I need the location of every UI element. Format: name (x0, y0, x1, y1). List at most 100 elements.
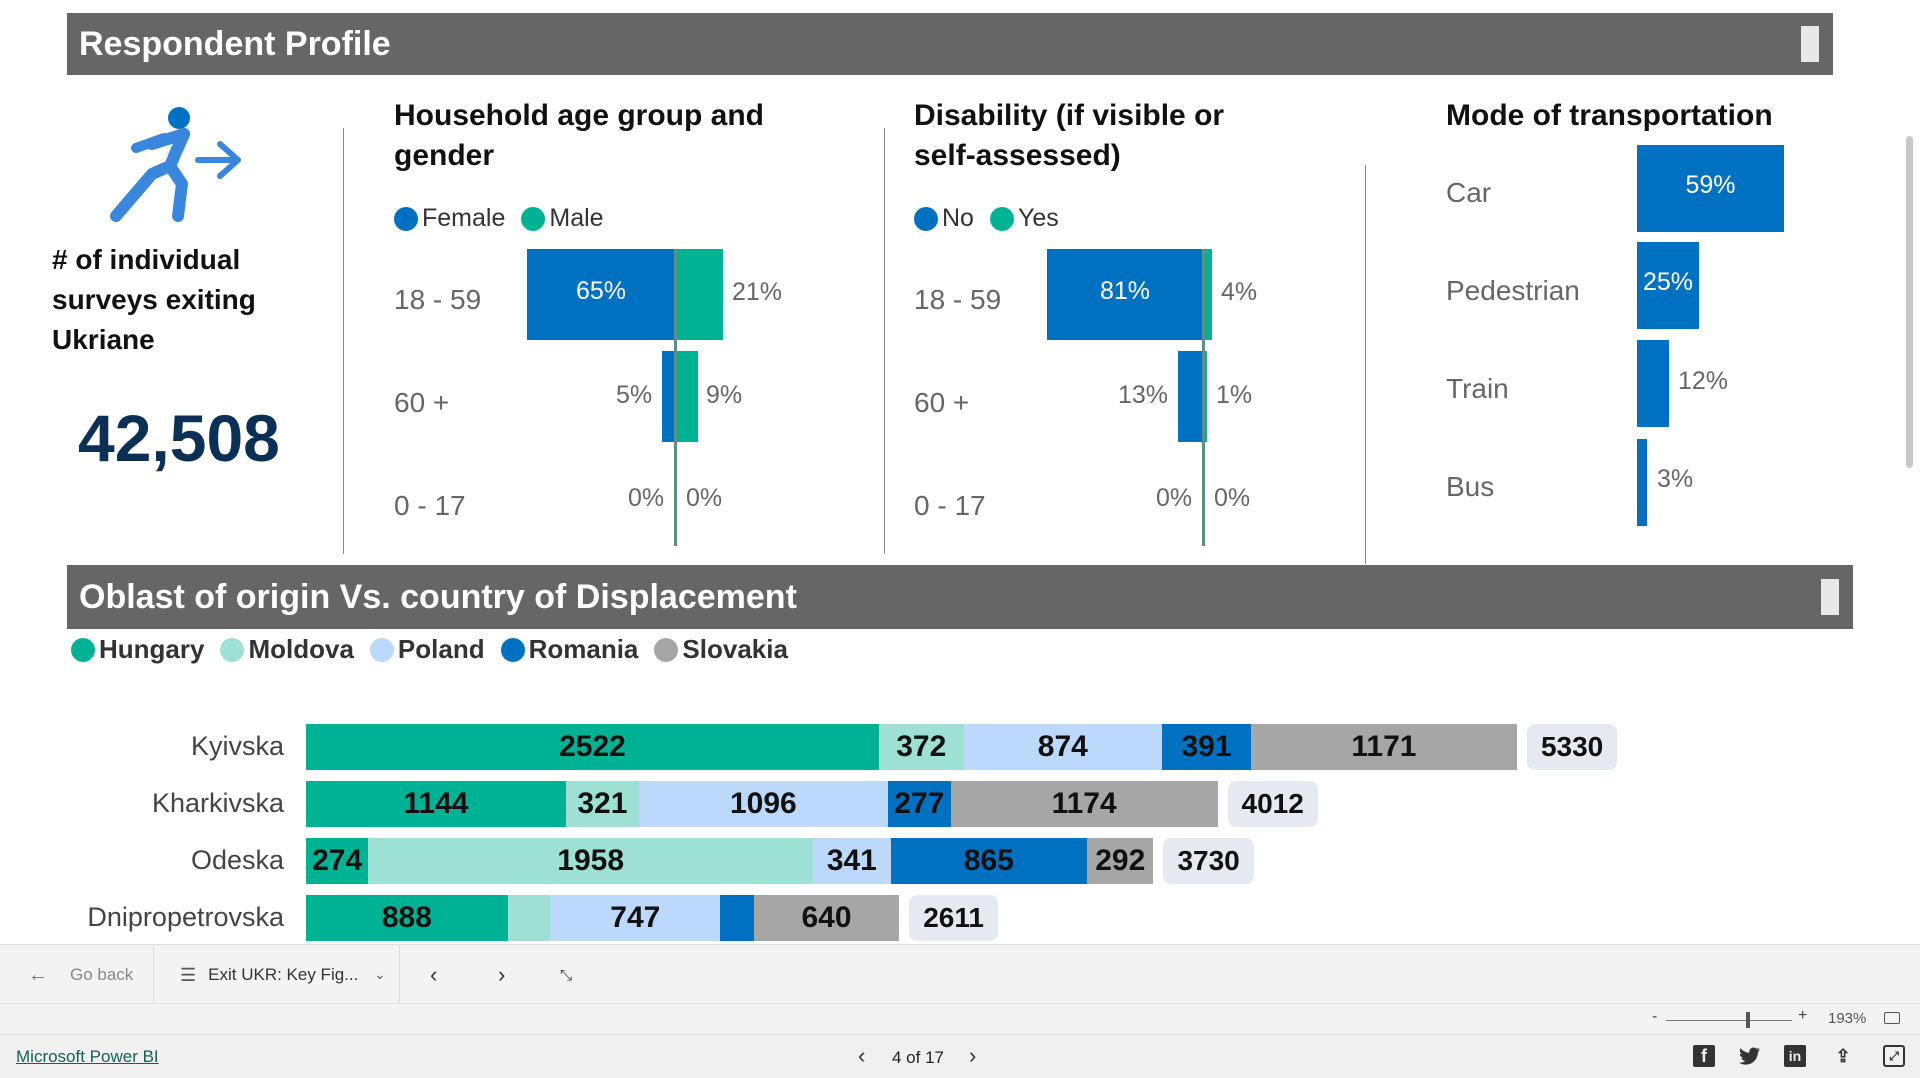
yes-bar[interactable] (1203, 249, 1212, 340)
divider (1365, 165, 1366, 564)
transport-bar-car[interactable] (1637, 145, 1784, 232)
age-category-label: 0 - 17 (914, 490, 986, 521)
list-icon: ☰ (180, 964, 197, 985)
bar-segment-moldova[interactable] (507, 895, 551, 941)
next-page-button[interactable]: › (498, 945, 505, 1005)
section-title: Respondent Profile (79, 24, 391, 63)
transport-label: Car (1446, 177, 1492, 208)
bar-segment-romania[interactable]: 391 (1162, 724, 1251, 770)
collapse-icon: ⤡ (560, 966, 573, 984)
transport-bar-pedestrian[interactable] (1637, 242, 1699, 329)
transport-bar-bus[interactable] (1637, 439, 1647, 526)
axis-line (674, 249, 677, 546)
zoom-in-button[interactable]: + (1798, 1007, 1808, 1024)
legend-label: Hungary (99, 634, 205, 664)
chevron-down-icon: ⌄ (374, 967, 386, 982)
section-header-oblast: Oblast of origin Vs. country of Displace… (67, 565, 1853, 629)
legend-label: Yes (1017, 204, 1059, 232)
legend-dot (394, 206, 418, 231)
bar-segment-poland[interactable]: 1096 (638, 781, 888, 827)
oblast-label: Kyivska (190, 731, 284, 761)
legend-item-poland: Poland (369, 634, 485, 665)
kpi-value: 42,508 (78, 401, 280, 475)
collapse-button[interactable]: ⤡ (560, 945, 572, 1005)
next-page-footer-button[interactable]: › (969, 1043, 977, 1068)
yes-bar-label: 1% (1216, 381, 1253, 409)
bar-segment-slovakia[interactable]: 640 (753, 895, 900, 941)
bar-segment-hungary[interactable]: 888 (306, 895, 508, 941)
legend-dot (521, 206, 546, 231)
zoom-slider-thumb[interactable] (1746, 1012, 1750, 1028)
age-gender-legend: Female Male (394, 204, 614, 233)
zoom-out-button[interactable]: - (1652, 1008, 1658, 1025)
section-title: Oblast of origin Vs. country of Displace… (79, 577, 797, 616)
female-bar[interactable] (662, 351, 675, 442)
divider (343, 128, 344, 554)
chevron-right-icon: › (498, 962, 506, 987)
zoom-level: 193% (1828, 1010, 1867, 1027)
legend-item-moldova: Moldova (220, 634, 354, 665)
page-menu-dropdown[interactable]: ☰ Exit UKR: Key Fig... ⌄ (180, 945, 385, 1005)
legend-label: Female (422, 204, 506, 232)
fullscreen-icon[interactable]: ⤢ (1883, 1045, 1905, 1067)
no-bar-label: 13% (1118, 381, 1169, 409)
age-gender-title: Household age group and gender (394, 99, 765, 172)
oblast-total: 4012 (1227, 781, 1318, 827)
bar-segment-hungary[interactable]: 274 (306, 838, 369, 884)
yes-bar[interactable] (1203, 351, 1207, 442)
bar-segment-hungary[interactable]: 1144 (306, 781, 566, 827)
fit-to-page-icon[interactable] (1884, 1012, 1900, 1024)
no-bar[interactable] (1178, 351, 1203, 442)
bar-segment-romania[interactable] (720, 895, 754, 941)
oblast-legend: Hungary Moldova Poland Romania Slovakia (71, 634, 798, 665)
male-bar-label: 21% (732, 278, 783, 306)
bar-segment-moldova[interactable]: 321 (565, 781, 639, 827)
male-bar[interactable] (675, 249, 723, 340)
bar-segment-poland[interactable]: 341 (813, 838, 891, 884)
legend-dot (989, 206, 1014, 231)
previous-page-button[interactable]: ‹ (430, 945, 437, 1005)
toolbar-separator (153, 945, 154, 1005)
no-bar[interactable] (1047, 249, 1203, 340)
age-category-label: 0 - 17 (394, 490, 466, 521)
bar-segment-poland[interactable]: 747 (550, 895, 721, 941)
female-bar[interactable] (527, 249, 675, 340)
legend-label: Moldova (248, 634, 354, 664)
header-scroll-handle[interactable] (1821, 579, 1839, 615)
bar-segment-slovakia[interactable]: 1174 (950, 781, 1218, 827)
bar-segment-hungary[interactable]: 2522 (306, 724, 879, 770)
age-category-label: 60 + (914, 387, 970, 418)
prev-page-footer-button[interactable]: ‹ (858, 1043, 866, 1068)
legend-item-female: Female (394, 204, 505, 233)
transport-bar-train[interactable] (1637, 340, 1669, 427)
zoom-bar: - + 193% (0, 1004, 1920, 1034)
bar-segment-moldova[interactable]: 1958 (368, 838, 814, 884)
powerbi-link[interactable]: Microsoft Power BI (16, 1047, 159, 1066)
bar-segment-slovakia[interactable]: 1171 (1250, 724, 1517, 770)
bar-segment-moldova[interactable]: 372 (878, 724, 964, 770)
legend-item-male: Male (521, 204, 604, 233)
twitter-icon[interactable] (1739, 1045, 1761, 1067)
legend-item-no: No (914, 204, 974, 233)
header-scroll-handle[interactable] (1801, 26, 1819, 62)
legend-item-hungary: Hungary (71, 634, 204, 665)
go-back-button[interactable]: ← Go back (28, 945, 133, 1005)
bar-segment-romania[interactable]: 277 (887, 781, 951, 827)
zoom-slider-track[interactable] (1666, 1020, 1792, 1021)
oblast-total: 5330 (1526, 724, 1618, 770)
legend-dot (654, 637, 679, 662)
linkedin-icon[interactable]: in (1784, 1045, 1806, 1067)
transport-value: 12% (1678, 367, 1729, 395)
bar-segment-romania[interactable]: 865 (890, 838, 1088, 884)
male-bar[interactable] (675, 351, 698, 442)
legend-label: Slovakia (682, 634, 788, 664)
bar-segment-poland[interactable]: 874 (963, 724, 1163, 770)
page-scrollbar[interactable] (1906, 136, 1913, 468)
facebook-icon[interactable]: f (1693, 1045, 1715, 1067)
bar-segment-slovakia[interactable]: 292 (1087, 838, 1154, 884)
age-category-label: 18 - 59 (914, 284, 1002, 315)
transport-value: 59% (1685, 170, 1736, 199)
disability-title: Disability (if visible or self-assessed) (914, 99, 1225, 172)
legend-dot (500, 637, 525, 662)
share-icon[interactable]: ⇪ (1835, 1045, 1851, 1066)
